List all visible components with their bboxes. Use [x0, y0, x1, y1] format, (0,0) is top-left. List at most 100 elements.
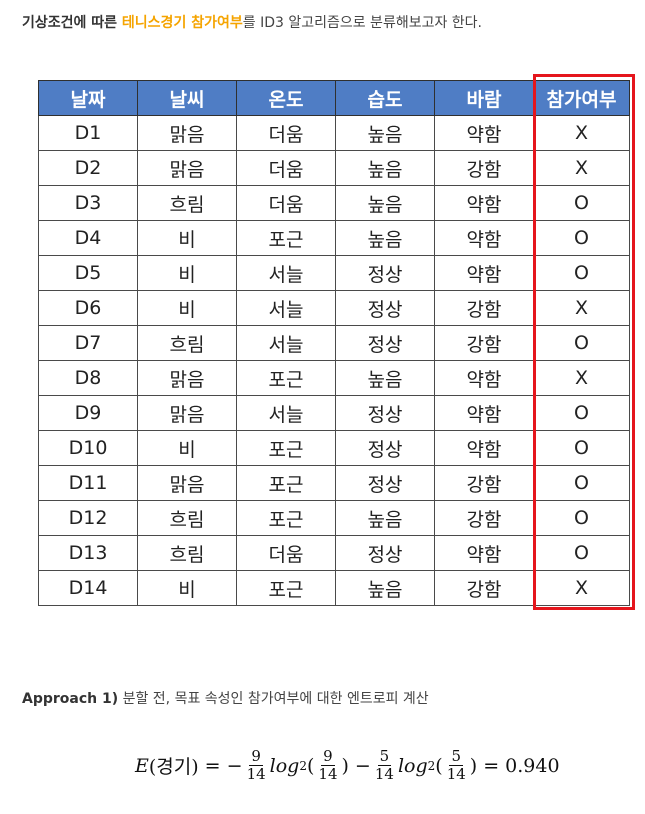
cell-humidity: 정상 [335, 325, 435, 361]
cell-temperature: 포근 [236, 360, 336, 396]
formula-arg: (경기) [148, 756, 199, 779]
cell-participation: X [533, 360, 630, 396]
cell-participation: X [533, 150, 630, 186]
cell-wind: 약함 [434, 185, 534, 221]
frac-num: 9 [249, 747, 263, 767]
formula-log-base-2: 2 [427, 758, 436, 773]
cell-humidity: 정상 [335, 535, 435, 571]
cell-participation: X [533, 290, 630, 326]
table-row: D12 흐림 포근 높음 강함 O [38, 500, 630, 536]
frac-den: 14 [374, 765, 394, 784]
cell-humidity: 높음 [335, 185, 435, 221]
paren-open-1: ( [306, 754, 315, 777]
cell-participation: O [533, 535, 630, 571]
cell-weather: 흐림 [137, 325, 237, 361]
cell-wind: 강함 [434, 500, 534, 536]
table-row: D2 맑음 더움 높음 강함 X [38, 150, 630, 186]
header-humidity: 습도 [335, 80, 435, 116]
frac-den: 14 [318, 765, 338, 784]
cell-humidity: 정상 [335, 255, 435, 291]
header-weather: 날씨 [137, 80, 237, 116]
table-row: D5 비 서늘 정상 약함 O [38, 255, 630, 291]
cell-humidity: 높음 [335, 570, 435, 606]
tennis-dataset-table: 날짜 날씨 온도 습도 바람 참가여부 D1 맑음 더움 높음 약함 X D2 맑음 더움 높음 강… [38, 80, 630, 606]
frac-num: 5 [377, 747, 392, 767]
frac-num: 9 [321, 747, 335, 767]
frac-den: 14 [446, 765, 466, 784]
table-row: D11 맑음 포근 정상 강함 O [38, 465, 630, 501]
cell-weather: 맑음 [137, 150, 237, 186]
cell-humidity: 정상 [335, 430, 435, 466]
cell-date: D12 [38, 500, 138, 536]
cell-temperature: 서늘 [236, 290, 336, 326]
header-participation: 참가여부 [533, 80, 630, 116]
approach-line: Approach 1) 분할 전, 목표 속성인 참가여부에 대한 엔트로피 계… [22, 688, 429, 708]
table-row: D3 흐림 더움 높음 약함 O [38, 185, 630, 221]
table-row: D7 흐림 서늘 정상 강함 O [38, 325, 630, 361]
formula-log-base-1: 2 [299, 758, 307, 773]
cell-wind: 강함 [434, 570, 534, 606]
approach-label: Approach 1) [22, 691, 119, 707]
cell-participation: X [533, 115, 630, 151]
intro-highlight-tennis: 테니스경기 [121, 15, 187, 31]
cell-weather: 맑음 [137, 360, 237, 396]
cell-humidity: 정상 [335, 465, 435, 501]
cell-date: D1 [38, 115, 138, 151]
header-wind: 바람 [434, 80, 534, 116]
cell-wind: 강함 [434, 290, 534, 326]
cell-weather: 흐림 [137, 500, 237, 536]
cell-weather: 비 [137, 570, 237, 606]
cell-wind: 강함 [434, 465, 534, 501]
fraction-5-14-a: 5 14 [373, 747, 396, 784]
table-row: D9 맑음 서늘 정상 약함 O [38, 395, 630, 431]
cell-date: D8 [38, 360, 138, 396]
cell-date: D10 [38, 430, 138, 466]
cell-humidity: 높음 [335, 220, 435, 256]
table-row: D6 비 서늘 정상 강함 X [38, 290, 630, 326]
cell-wind: 약함 [434, 430, 534, 466]
cell-temperature: 서늘 [236, 255, 336, 291]
cell-date: D11 [38, 465, 138, 501]
cell-weather: 비 [137, 430, 237, 466]
header-temperature: 온도 [236, 80, 336, 116]
cell-participation: O [533, 500, 630, 536]
cell-humidity: 높음 [335, 360, 435, 396]
cell-participation: O [533, 185, 630, 221]
cell-date: D7 [38, 325, 138, 361]
header-date: 날짜 [38, 80, 138, 116]
cell-participation: O [533, 430, 630, 466]
formula-minus: − [354, 754, 371, 777]
cell-temperature: 더움 [236, 185, 336, 221]
cell-temperature: 포근 [236, 465, 336, 501]
cell-temperature: 포근 [236, 220, 336, 256]
cell-temperature: 서늘 [236, 395, 336, 431]
intro-highlight-participation: 참가여부 [191, 15, 243, 31]
table-row: D4 비 포근 높음 약함 O [38, 220, 630, 256]
cell-wind: 강함 [434, 150, 534, 186]
cell-wind: 약함 [434, 115, 534, 151]
cell-date: D2 [38, 150, 138, 186]
intro-text-tail: 를 ID3 알고리즘으로 분류해보고자 한다. [242, 15, 483, 31]
paren-close-2: ) [469, 754, 478, 777]
table-row: D10 비 포근 정상 약함 O [38, 430, 630, 466]
cell-weather: 맑음 [137, 395, 237, 431]
intro-sentence: 기상조건에 따른 테니스경기 참가여부를 ID3 알고리즘으로 분류해보고자 한… [22, 12, 482, 32]
cell-participation: O [533, 395, 630, 431]
cell-date: D4 [38, 220, 138, 256]
cell-participation: O [533, 325, 630, 361]
frac-num: 5 [449, 747, 463, 767]
cell-date: D3 [38, 185, 138, 221]
cell-weather: 맑음 [137, 465, 237, 501]
cell-wind: 약함 [434, 255, 534, 291]
fraction-9-14-a: 9 14 [245, 747, 268, 784]
table-row: D1 맑음 더움 높음 약함 X [38, 115, 630, 151]
formula-eq: = − [204, 754, 243, 777]
paren-open-2: ( [435, 754, 443, 777]
cell-weather: 비 [137, 220, 237, 256]
cell-wind: 강함 [434, 325, 534, 361]
cell-humidity: 높음 [335, 500, 435, 536]
cell-wind: 약함 [434, 535, 534, 571]
cell-weather: 맑음 [137, 115, 237, 151]
cell-temperature: 포근 [236, 430, 336, 466]
cell-humidity: 높음 [335, 150, 435, 186]
